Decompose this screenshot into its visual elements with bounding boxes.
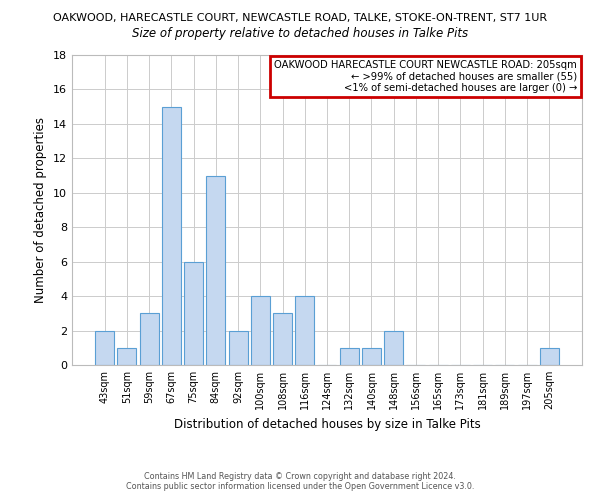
- Bar: [184, 262, 203, 365]
- Bar: [162, 106, 181, 365]
- Bar: [273, 314, 292, 365]
- Bar: [540, 348, 559, 365]
- X-axis label: Distribution of detached houses by size in Talke Pits: Distribution of detached houses by size …: [173, 418, 481, 430]
- Text: OAKWOOD HARECASTLE COURT NEWCASTLE ROAD: 205sqm
← >99% of detached houses are sm: OAKWOOD HARECASTLE COURT NEWCASTLE ROAD:…: [274, 60, 577, 93]
- Bar: [340, 348, 359, 365]
- Bar: [206, 176, 225, 365]
- Bar: [95, 330, 114, 365]
- Bar: [295, 296, 314, 365]
- Bar: [140, 314, 158, 365]
- Text: Size of property relative to detached houses in Talke Pits: Size of property relative to detached ho…: [132, 28, 468, 40]
- Bar: [118, 348, 136, 365]
- Bar: [384, 330, 403, 365]
- Text: Contains HM Land Registry data © Crown copyright and database right 2024.
Contai: Contains HM Land Registry data © Crown c…: [126, 472, 474, 491]
- Bar: [362, 348, 381, 365]
- Bar: [251, 296, 270, 365]
- Bar: [229, 330, 248, 365]
- Y-axis label: Number of detached properties: Number of detached properties: [34, 117, 47, 303]
- Text: OAKWOOD, HARECASTLE COURT, NEWCASTLE ROAD, TALKE, STOKE-ON-TRENT, ST7 1UR: OAKWOOD, HARECASTLE COURT, NEWCASTLE ROA…: [53, 12, 547, 22]
